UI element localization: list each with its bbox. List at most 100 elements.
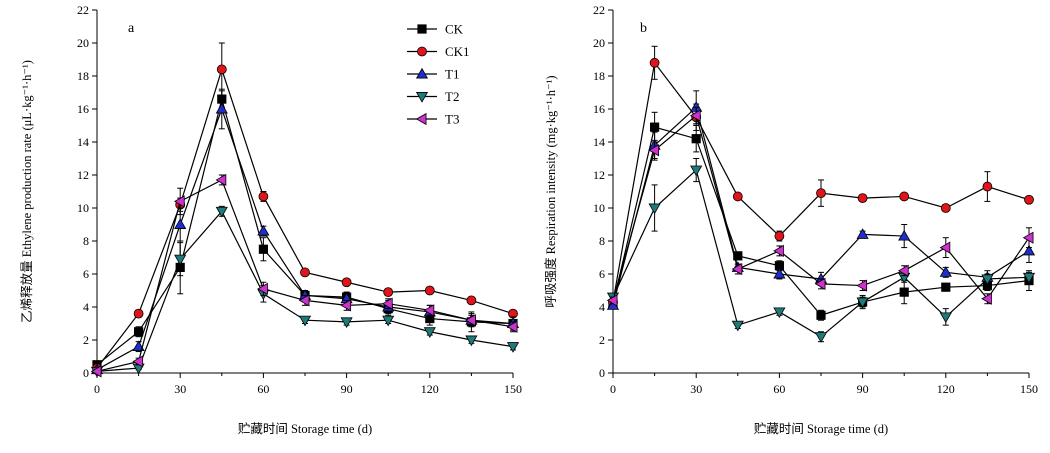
data-point — [939, 312, 952, 324]
data-point — [648, 203, 661, 215]
data-point — [856, 297, 869, 309]
series-ck1 — [92, 42, 518, 373]
data-point — [465, 335, 478, 347]
y-tick-label: 2 — [599, 333, 605, 347]
series-t1 — [90, 88, 520, 375]
data-point — [856, 279, 868, 292]
y-tick-label: 18 — [77, 69, 89, 83]
y-tick-label: 22 — [77, 3, 89, 17]
chart-panel-a: 0 2 4 6 8 10 12 14 16 18 20 22 0 30 60 90 120 150 贮藏时间 Sto… — [19, 3, 522, 436]
legend-marker — [415, 92, 429, 103]
data-point — [423, 327, 436, 338]
y-axis-title: 乙烯释放量 Ethylene production rate (μL·kg⁻¹·… — [19, 60, 34, 323]
data-point — [257, 282, 268, 295]
x-tick-label: 150 — [1020, 382, 1038, 396]
data-point — [1024, 194, 1034, 205]
data-point — [773, 267, 786, 279]
x-tick-label: 150 — [504, 382, 522, 396]
data-point — [857, 193, 868, 204]
data-point — [731, 262, 743, 276]
y-tick-label: 10 — [593, 201, 605, 215]
data-point — [939, 266, 952, 277]
data-point — [816, 188, 826, 199]
y-tick-label: 6 — [83, 267, 89, 281]
data-point — [340, 317, 353, 329]
data-point — [814, 332, 828, 343]
data-point — [506, 320, 518, 333]
data-point — [298, 294, 310, 307]
data-point — [1022, 231, 1034, 244]
legend-marker — [417, 24, 427, 34]
x-tick-label: 90 — [857, 382, 869, 396]
data-point — [423, 304, 435, 317]
x-tick-label: 60 — [257, 382, 269, 396]
data-point — [650, 122, 660, 132]
x-tick-label: 30 — [690, 382, 702, 396]
data-point — [1022, 244, 1036, 256]
x-axis-title: 贮藏时间 Storage time (d) — [754, 421, 888, 436]
data-point — [341, 277, 352, 288]
data-point — [258, 191, 269, 202]
y-tick-label: 0 — [83, 366, 89, 380]
x-tick-label: 0 — [94, 382, 100, 396]
x-tick-label: 120 — [421, 382, 439, 396]
legend-label: CK — [445, 22, 464, 37]
x-tick-label: 120 — [937, 382, 955, 396]
y-tick-label: 12 — [593, 168, 605, 182]
data-point — [899, 287, 909, 297]
x-axis-title: 贮藏时间 Storage time (d) — [238, 421, 372, 436]
data-point — [466, 295, 477, 306]
series-t3 — [606, 106, 1034, 307]
y-tick-label: 6 — [599, 267, 605, 281]
data-point — [940, 203, 951, 213]
data-point — [773, 244, 784, 257]
data-point — [340, 299, 352, 312]
y-tick-label: 22 — [593, 3, 605, 17]
data-point — [982, 181, 993, 192]
x-tick-label: 0 — [610, 382, 616, 396]
data-point — [773, 307, 786, 319]
y-tick-label: 0 — [599, 366, 605, 380]
data-point — [215, 173, 227, 187]
y-axis-title: 呼吸强度 Respiration intensity (mg·kg⁻¹·h⁻¹) — [543, 75, 558, 307]
data-point — [899, 191, 910, 202]
data-point — [257, 224, 270, 236]
data-point — [774, 231, 785, 241]
data-point — [298, 315, 312, 327]
y-tick-label: 4 — [599, 300, 605, 314]
legend-label: T2 — [445, 89, 459, 104]
y-tick-label: 10 — [77, 201, 89, 215]
data-point — [506, 342, 520, 353]
legend-label: T1 — [445, 67, 459, 82]
data-point — [691, 134, 701, 144]
y-tick-label: 20 — [593, 36, 605, 50]
data-point — [382, 315, 395, 327]
series-line — [96, 107, 514, 371]
y-tick-label: 16 — [77, 102, 89, 116]
legend-label: CK1 — [445, 44, 470, 59]
data-point — [649, 57, 660, 68]
data-point — [732, 191, 743, 202]
data-point — [132, 355, 144, 368]
data-point — [215, 206, 228, 218]
chart-panel-b: 0 2 4 6 8 10 12 14 16 18 20 22 0 30 60 90 120 150 贮藏时间 Sto… — [543, 3, 1038, 436]
data-point — [897, 264, 909, 277]
data-point — [381, 297, 393, 310]
data-point — [898, 229, 911, 241]
data-point — [941, 282, 951, 292]
data-point — [648, 144, 660, 157]
data-point — [689, 109, 701, 122]
data-point — [731, 320, 744, 332]
data-point — [981, 292, 992, 305]
data-point — [606, 294, 618, 307]
y-tick-label: 2 — [83, 333, 89, 347]
data-point — [383, 287, 394, 298]
data-point — [133, 308, 144, 319]
legend-label: T3 — [445, 112, 459, 127]
data-point — [939, 241, 951, 254]
y-tick-label: 12 — [77, 168, 89, 182]
data-point — [174, 218, 187, 229]
series-t3 — [90, 173, 518, 378]
data-point — [465, 314, 476, 327]
